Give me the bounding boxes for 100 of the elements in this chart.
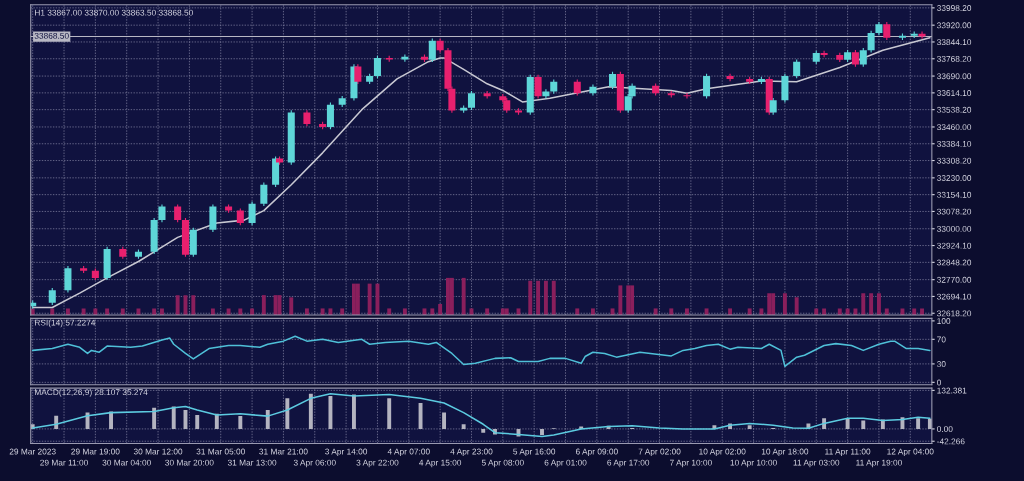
bar [845, 418, 850, 429]
y-tick-label: -42.266 [937, 438, 965, 445]
x-tick-label: 11 Apr 11:00 [825, 448, 871, 457]
x-tick-label: 5 Apr 08:00 [481, 459, 524, 468]
x-tick-label: 6 Apr 09:00 [575, 448, 618, 457]
bar [238, 416, 243, 429]
x-tick-label: 4 Apr 15:00 [419, 459, 462, 468]
x-tick-label: 11 Apr 19:00 [856, 459, 902, 468]
y-tick-label: 33154.10 [937, 191, 972, 198]
candlestick [260, 181, 268, 207]
y-tick-label: 32694.10 [937, 293, 972, 300]
y-tick-label: 100 [937, 318, 951, 324]
y-tick-label: 33690.00 [937, 73, 972, 80]
bar [916, 418, 921, 429]
candlestick [867, 30, 875, 53]
y-tick-label: 33000.00 [937, 225, 972, 232]
candlestick [326, 102, 334, 130]
bar [861, 420, 866, 429]
bar [747, 425, 752, 429]
y-tick-label: 70 [937, 336, 946, 343]
y-tick-label: 33768.20 [937, 55, 972, 62]
y-tick-label: 33920.00 [937, 22, 972, 29]
x-tick-label: 29 Mar 2023 [9, 448, 56, 455]
x-tick-label: 5 Apr 16:00 [513, 448, 556, 457]
bar [308, 393, 313, 429]
x-tick-label: 12 Apr 04:00 [887, 448, 934, 457]
x-tick-label: 11 Apr 03:00 [793, 459, 840, 468]
x-tick-label: 31 Mar 05:00 [196, 448, 245, 455]
candlestick [820, 50, 828, 58]
y-tick-label: 132.381 [937, 387, 967, 394]
x-tick-label: 29 Mar 19:00 [71, 448, 120, 455]
y-tick-label: 33998.20 [937, 5, 972, 11]
candlestick [703, 73, 711, 99]
bar [540, 428, 544, 436]
y-tick-label: 32848.20 [937, 259, 972, 266]
y-tick-label: 33078.20 [937, 208, 972, 215]
candlestick [64, 265, 72, 294]
x-tick-label: 6 Apr 01:00 [544, 459, 587, 468]
bar [171, 406, 176, 429]
x-tick-label: 31 Mar 21:00 [259, 448, 308, 455]
bar [195, 414, 200, 429]
candlestick [793, 58, 801, 79]
bar [461, 424, 466, 429]
bar [418, 403, 423, 429]
candlestick [918, 31, 926, 40]
y-tick-label: 33384.10 [937, 140, 972, 147]
candlestick [726, 73, 734, 82]
x-tick-label: 3 Apr 06:00 [293, 459, 336, 468]
x-tick-label: 31 Mar 13:00 [227, 459, 277, 466]
candlestick [248, 200, 256, 226]
candlestick [354, 63, 362, 85]
x-tick-label: 10 Apr 10:00 [730, 459, 777, 468]
x-tick-label: 6 Apr 17:00 [607, 459, 650, 468]
annotation: MACD(12,26,9) 28.107 35.274 [35, 389, 148, 397]
x-tick-label: 7 Apr 10:00 [670, 459, 712, 468]
bar [900, 417, 905, 429]
annotation: RSI(14) 57.2274 [35, 319, 96, 328]
x-tick-label: 30 Mar 20:00 [165, 459, 214, 466]
candlestick [373, 55, 381, 79]
x-tick-label: 30 Mar 12:00 [133, 448, 183, 455]
y-tick-label: 33308.20 [937, 157, 972, 164]
y-tick-label: 33460.00 [937, 124, 972, 131]
candlestick [209, 203, 217, 233]
x-tick-label: 7 Apr 02:00 [638, 448, 681, 457]
y-tick-label: 32924.10 [937, 242, 972, 249]
y-tick-label: 33538.20 [937, 106, 972, 113]
x-tick-label: 4 Apr 07:00 [387, 448, 430, 457]
x-tick-label: 30 Mar 04:00 [102, 459, 151, 466]
candlestick [859, 47, 867, 68]
y-tick-label: 33230.00 [937, 175, 972, 181]
bar [265, 410, 270, 429]
y-tick-label: 0 [937, 379, 942, 386]
x-tick-label: 10 Apr 02:00 [699, 448, 746, 457]
x-tick-label: 3 Apr 14:00 [325, 448, 368, 457]
ref-line-label: 33868.50 [34, 32, 69, 39]
bar [109, 411, 113, 429]
bar [442, 412, 447, 429]
bar [481, 428, 486, 433]
bar [285, 398, 290, 429]
x-tick-label: 3 Apr 22:00 [356, 459, 399, 468]
x-tick-label: 4 Apr 23:00 [450, 448, 493, 457]
x-tick-label: 10 Apr 18:00 [761, 448, 809, 457]
annotation: H1 33867.00 33870.00 33863.50 33868.50 [35, 9, 193, 16]
y-tick-label: 33844.10 [937, 39, 972, 46]
y-tick-label: 33614.10 [937, 90, 972, 96]
bar [152, 407, 157, 429]
bar [387, 398, 392, 429]
candlestick [428, 37, 436, 63]
line-series [31, 335, 931, 368]
candlestick [683, 92, 691, 99]
line-series [31, 37, 931, 309]
x-tick-label: 29 Mar 11:00 [40, 459, 88, 466]
bar [351, 394, 356, 429]
y-tick-label: 32770.00 [937, 276, 972, 283]
candlestick [534, 74, 542, 99]
y-tick-label: 30 [937, 361, 946, 367]
candlestick [467, 90, 476, 111]
bar [328, 396, 333, 429]
y-tick-label: 32618.20 [937, 310, 972, 317]
y-tick-label: 0.00 [937, 426, 953, 433]
